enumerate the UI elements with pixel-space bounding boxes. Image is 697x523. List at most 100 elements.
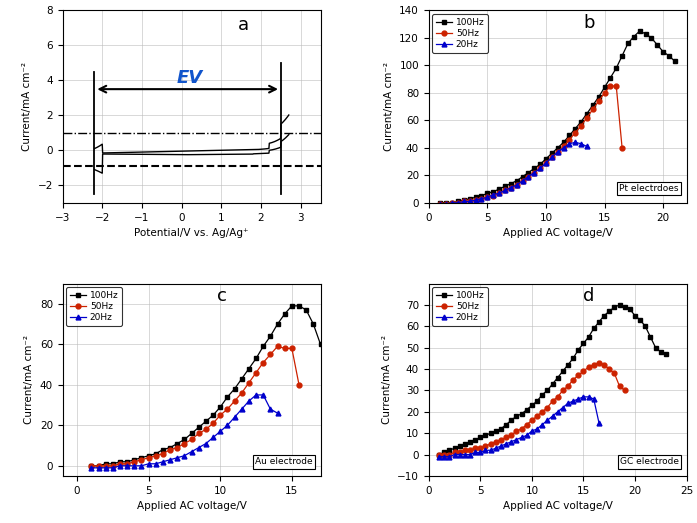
20Hz	[584, 394, 592, 400]
50Hz	[440, 451, 448, 458]
100Hz	[288, 303, 296, 309]
100Hz	[483, 190, 491, 196]
50Hz	[528, 417, 536, 424]
50Hz	[454, 200, 462, 206]
Line: 100Hz: 100Hz	[438, 29, 677, 205]
100Hz	[266, 333, 275, 339]
20Hz	[519, 178, 527, 184]
20Hz	[466, 451, 474, 458]
20Hz	[500, 187, 509, 194]
20Hz	[533, 426, 541, 432]
50Hz	[538, 408, 546, 415]
100Hz	[524, 169, 533, 176]
20Hz	[194, 445, 203, 451]
20Hz	[245, 398, 253, 404]
50Hz	[512, 182, 521, 188]
50Hz	[288, 345, 296, 351]
20Hz	[476, 449, 484, 456]
20Hz	[542, 160, 550, 166]
Y-axis label: Current/mA cm⁻²: Current/mA cm⁻²	[22, 62, 32, 151]
50Hz	[502, 434, 510, 440]
100Hz	[440, 449, 448, 456]
100Hz	[477, 193, 486, 199]
50Hz	[600, 362, 608, 368]
50Hz	[536, 165, 544, 172]
100Hz	[495, 186, 503, 192]
50Hz	[589, 106, 597, 112]
100Hz	[201, 418, 210, 424]
20Hz	[137, 463, 146, 469]
20Hz	[130, 463, 139, 469]
100Hz	[530, 165, 538, 172]
100Hz	[223, 394, 231, 400]
100Hz	[116, 459, 124, 465]
20Hz	[123, 463, 131, 469]
Line: 20Hz: 20Hz	[89, 393, 280, 470]
Line: 100Hz: 100Hz	[436, 302, 668, 457]
50Hz	[471, 197, 480, 203]
20Hz	[173, 454, 181, 461]
100Hz	[152, 450, 160, 457]
20Hz	[571, 139, 579, 145]
50Hz	[450, 449, 459, 456]
50Hz	[574, 372, 583, 379]
100Hz	[302, 307, 310, 313]
100Hz	[166, 445, 174, 451]
100Hz	[94, 463, 102, 469]
20Hz	[102, 465, 110, 471]
Y-axis label: Current/mA cm⁻²: Current/mA cm⁻²	[24, 335, 34, 424]
50Hz	[194, 430, 203, 437]
100Hz	[618, 53, 627, 59]
20Hz	[152, 461, 160, 467]
50Hz	[543, 404, 551, 411]
100Hz	[137, 454, 146, 461]
50Hz	[460, 198, 468, 204]
100Hz	[606, 75, 615, 81]
100Hz	[543, 388, 551, 394]
20Hz	[87, 465, 95, 471]
100Hz	[512, 178, 521, 184]
50Hz	[461, 447, 469, 453]
100Hz	[583, 110, 591, 117]
100Hz	[579, 340, 588, 347]
20Hz	[223, 422, 231, 428]
100Hz	[245, 366, 253, 372]
100Hz	[589, 102, 597, 108]
50Hz	[483, 194, 491, 200]
20Hz	[238, 406, 246, 412]
50Hz	[466, 447, 474, 453]
Text: c: c	[217, 287, 227, 305]
100Hz	[538, 392, 546, 398]
Legend: 100Hz, 50Hz, 20Hz: 100Hz, 50Hz, 20Hz	[432, 14, 488, 53]
100Hz	[548, 150, 556, 156]
50Hz	[523, 422, 531, 428]
100Hz	[661, 351, 670, 357]
50Hz	[295, 382, 303, 388]
20Hz	[528, 428, 536, 434]
50Hz	[542, 160, 550, 166]
50Hz	[442, 201, 450, 207]
50Hz	[166, 447, 174, 453]
Text: a: a	[238, 16, 249, 33]
20Hz	[477, 196, 486, 202]
50Hz	[435, 451, 443, 458]
100Hz	[519, 174, 527, 180]
20Hz	[564, 400, 572, 406]
Text: GC electrode: GC electrode	[620, 457, 679, 467]
50Hz	[445, 451, 454, 458]
100Hz	[574, 347, 583, 353]
20Hz	[538, 422, 546, 428]
50Hz	[487, 441, 495, 447]
50Hz	[216, 412, 224, 418]
X-axis label: Applied AC voltage/V: Applied AC voltage/V	[503, 228, 613, 238]
100Hz	[231, 386, 239, 392]
50Hz	[144, 454, 153, 461]
100Hz	[600, 313, 608, 319]
100Hz	[569, 355, 577, 361]
100Hz	[491, 428, 500, 434]
50Hz	[600, 90, 608, 96]
20Hz	[524, 174, 533, 180]
20Hz	[442, 201, 450, 207]
100Hz	[665, 53, 673, 59]
20Hz	[523, 432, 531, 438]
